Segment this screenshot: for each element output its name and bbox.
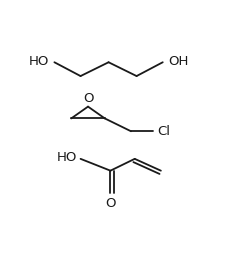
Text: O: O [105, 197, 116, 210]
Text: Cl: Cl [157, 125, 170, 138]
Text: HO: HO [28, 55, 49, 68]
Text: O: O [83, 92, 93, 105]
Text: HO: HO [56, 151, 77, 164]
Text: OH: OH [168, 55, 189, 68]
